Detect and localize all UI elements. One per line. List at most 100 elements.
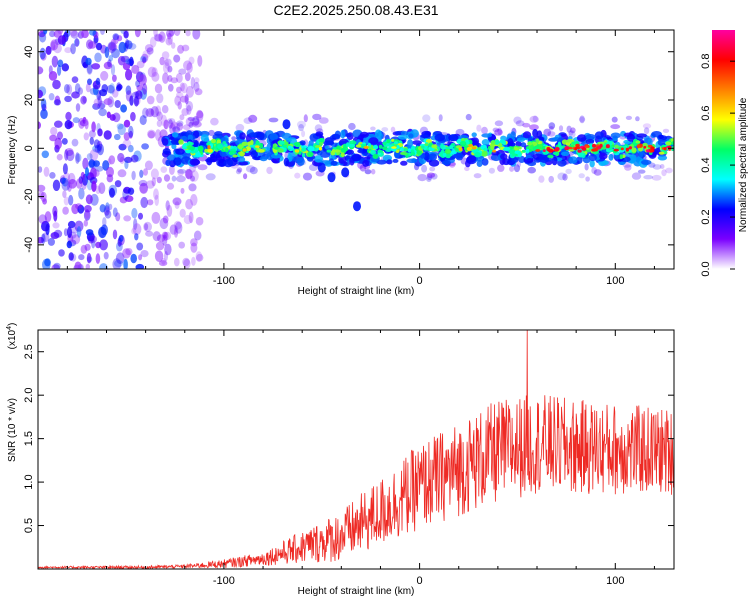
spectrogram-cell [175, 175, 186, 183]
spectrogram-cell [173, 157, 182, 166]
spectrogram-cell [168, 119, 173, 129]
spectrogram-cell [192, 30, 201, 40]
spectrogram-cell [171, 175, 177, 182]
spectrogram-cell [481, 133, 493, 138]
spectrogram-cell [440, 143, 444, 150]
y-tick-label: 2.5 [23, 344, 35, 359]
spectrogram-cell [657, 138, 668, 147]
spectrogram-cell [123, 215, 132, 222]
spectrogram-cell [109, 187, 115, 198]
spectrogram-cell [90, 167, 97, 180]
spectrogram-cell [160, 114, 167, 127]
spectrogram-cell [490, 140, 496, 144]
spectrogram-cell [40, 98, 47, 110]
spectrogram-cell [93, 139, 100, 149]
spectrogram-cell [548, 175, 554, 183]
spectrogram-cell [158, 260, 168, 267]
spectrogram-cell [92, 169, 100, 177]
spectrogram-cell [103, 251, 109, 260]
spectrogram-cell [178, 139, 184, 145]
spectrogram-cell [81, 55, 89, 68]
spectrogram-cell [259, 143, 264, 149]
spectrogram-cell [494, 139, 500, 145]
spectrogram-cell [146, 95, 155, 105]
spectrogram-cell [268, 117, 279, 123]
spectrogram-cell [53, 262, 61, 269]
spectrogram-cell [196, 110, 204, 119]
spectrogram-cell [307, 146, 315, 152]
x-tick-label: -100 [213, 575, 235, 587]
spectrogram-cell [162, 138, 169, 146]
spectrogram-cell [112, 112, 121, 123]
spectrogram-cell [88, 41, 97, 49]
spectrogram-cell [474, 152, 481, 158]
spectrogram-cell [578, 117, 586, 122]
spectrogram-cell [631, 172, 642, 180]
spectrogram-cell [581, 147, 587, 151]
spectrogram-cell [176, 122, 184, 131]
spectrogram-cell [270, 153, 282, 159]
spectrogram-cell [41, 220, 50, 232]
colorbar-tick-label: 0.2 [700, 209, 712, 224]
spectrogram-cell [237, 167, 243, 173]
spectrogram-cell [608, 153, 614, 161]
spectrogram-cell [131, 64, 140, 74]
spectrogram-cell [416, 150, 423, 155]
spectrogram-cell [294, 172, 301, 179]
spectrogram-cell [320, 151, 331, 158]
spectrogram-cell [174, 30, 181, 37]
spectrogram-cell [169, 224, 178, 235]
spectrogram-cell [421, 164, 428, 173]
spectrogram-cell [568, 156, 578, 164]
spectrogram-cell [159, 56, 165, 66]
spectrogram-cell [158, 31, 166, 43]
spectrogram-cell [131, 91, 140, 98]
spectrogram-cell [95, 42, 103, 51]
spectrogram-cell [91, 180, 97, 192]
y-tick-label: 40 [23, 46, 35, 58]
spectrogram-cell [95, 185, 101, 194]
spectrogram-cell [564, 146, 570, 150]
spectrogram-cell [340, 129, 346, 139]
y-tick-label: 0.5 [23, 518, 35, 533]
y-tick-label: -20 [23, 189, 35, 205]
spectrogram-cell [151, 71, 160, 82]
spectrogram-cell [149, 36, 157, 48]
spectrogram-cell [176, 86, 182, 94]
spectrogram-cell [239, 132, 246, 140]
spectrogram-cell [513, 164, 521, 173]
spectrogram-cell [140, 250, 149, 258]
spectrogram-cell [45, 45, 52, 55]
spectrogram-cell [77, 87, 83, 95]
spectrogram-cell [371, 168, 376, 175]
spectrogram-cell [191, 139, 199, 148]
spectrogram-cell [181, 44, 190, 52]
spectrogram-cell [49, 172, 56, 179]
spectrogram-cell [98, 182, 106, 194]
spectrogram-cell [118, 41, 127, 54]
spectrogram-cell [568, 130, 576, 138]
spectrogram-cell [103, 98, 113, 106]
spectrogram-cell [102, 217, 107, 227]
spectrogram-cell [527, 166, 536, 174]
spectrogram-cell [166, 32, 172, 40]
spectrogram-cell [186, 85, 194, 98]
spectrogram-cell [142, 107, 149, 119]
spectrogram-cell [156, 119, 163, 128]
spectrogram-cell [118, 143, 127, 151]
spectrogram-cell [134, 233, 139, 241]
spectrogram-cell [171, 132, 179, 138]
spectrogram-cell [193, 77, 200, 84]
snr-x-axis-label: Height of straight line (km) [298, 586, 415, 597]
spectrogram-cell [296, 157, 305, 166]
spectrogram-cell [74, 261, 82, 269]
y-tick-label: 2.0 [23, 388, 35, 403]
spectrogram-cell [637, 169, 646, 174]
spectrogram-cell [174, 201, 180, 210]
spectrogram-cell [91, 121, 96, 133]
spectrogram-cell [67, 220, 76, 229]
spectrogram-cell [183, 60, 192, 71]
spectrogram-cell [220, 137, 229, 144]
spectrogram-cell [135, 263, 145, 269]
